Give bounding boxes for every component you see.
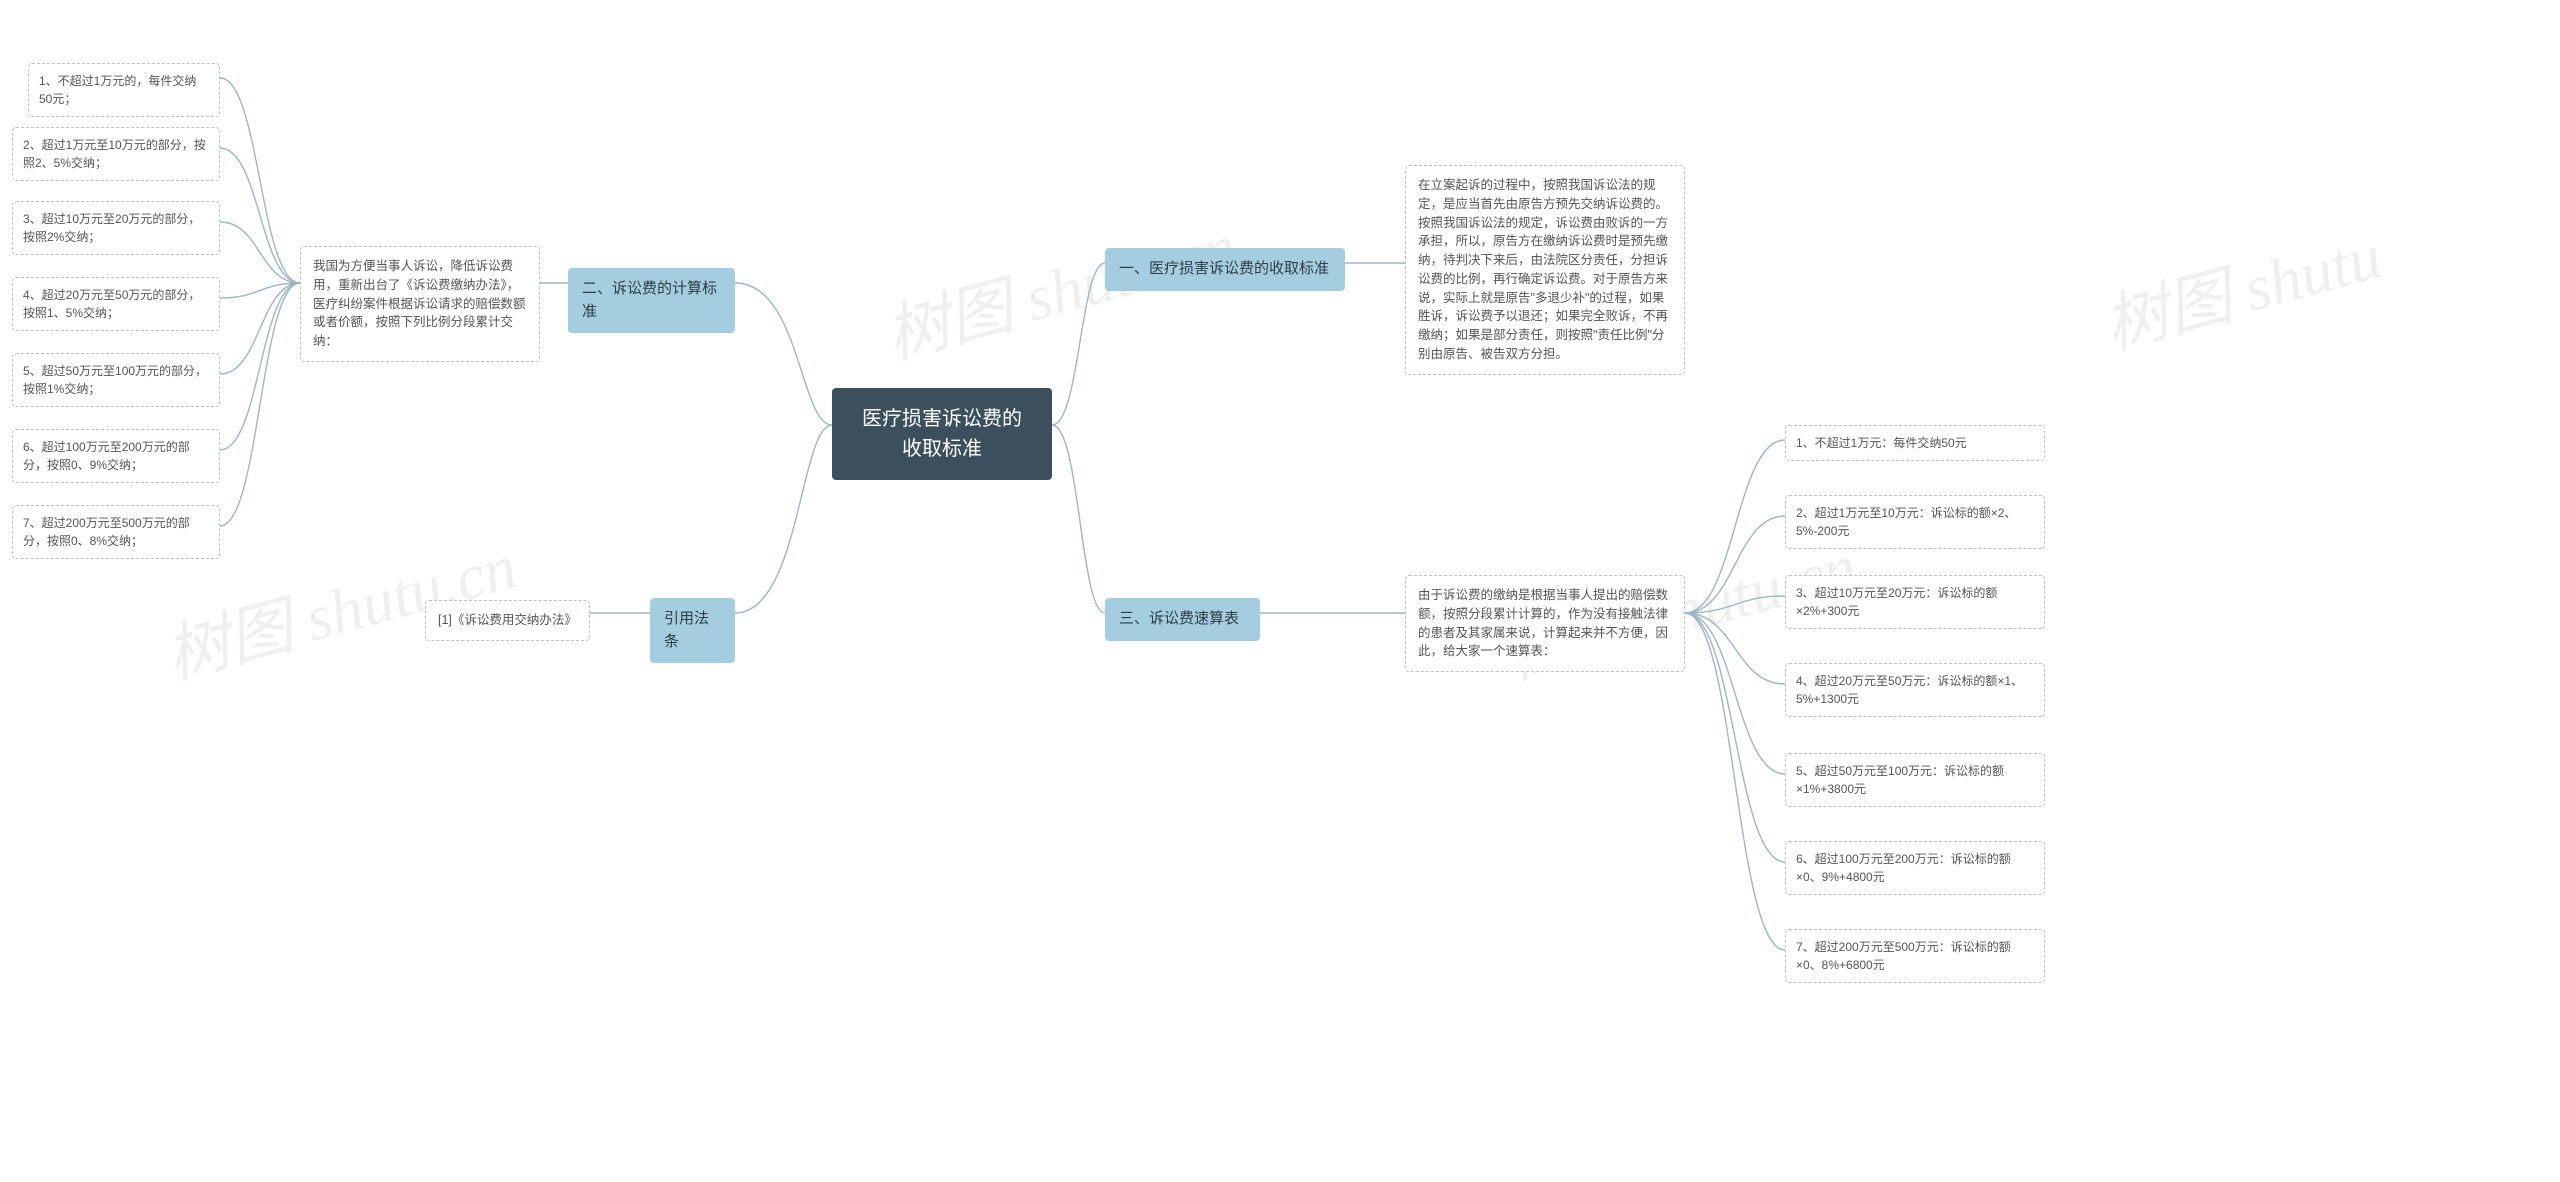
branch-3-leaf: 5、超过50万元至100万元：诉讼标的额×1%+3800元 [1785,753,2045,807]
center-title-node: 医疗损害诉讼费的收取标准 [832,388,1052,480]
branch-4-node: 引用法条 [650,598,735,663]
branch-4-detail: [1]《诉讼费用交纳办法》 [425,600,590,641]
branch-2-leaf: 7、超过200万元至500万元的部分，按照0、8%交纳； [12,505,220,559]
watermark: 树图 shutu [2093,205,2390,367]
branch-3-node: 三、诉讼费速算表 [1105,598,1260,641]
branch-2-node: 二、诉讼费的计算标准 [568,268,735,333]
branch-2-leaf: 2、超过1万元至10万元的部分，按照2、5%交纳； [12,127,220,181]
branch-2-leaf: 4、超过20万元至50万元的部分，按照1、5%交纳； [12,277,220,331]
connector-lines [0,0,2560,1182]
branch-3-detail: 由于诉讼费的缴纳是根据当事人提出的赔偿数额，按照分段累计计算的，作为没有接触法律… [1405,575,1685,672]
branch-3-leaf: 4、超过20万元至50万元：诉讼标的额×1、5%+1300元 [1785,663,2045,717]
branch-1-node: 一、医疗损害诉讼费的收取标准 [1105,248,1345,291]
branch-3-leaf: 6、超过100万元至200万元：诉讼标的额×0、9%+4800元 [1785,841,2045,895]
branch-3-leaf: 2、超过1万元至10万元：诉讼标的额×2、5%-200元 [1785,495,2045,549]
branch-2-detail: 我国为方便当事人诉讼，降低诉讼费用，重新出台了《诉讼费缴纳办法》，医疗纠纷案件根… [300,246,540,362]
branch-3-leaf: 3、超过10万元至20万元：诉讼标的额×2%+300元 [1785,575,2045,629]
branch-3-leaf: 1、不超过1万元：每件交纳50元 [1785,425,2045,461]
branch-1-detail: 在立案起诉的过程中，按照我国诉讼法的规定，是应当首先由原告方预先交纳诉讼费的。按… [1405,165,1685,375]
branch-3-leaf: 7、超过200万元至500万元：诉讼标的额×0、8%+6800元 [1785,929,2045,983]
branch-2-leaf: 6、超过100万元至200万元的部分，按照0、9%交纳； [12,429,220,483]
branch-2-leaf: 3、超过10万元至20万元的部分，按照2%交纳； [12,201,220,255]
branch-2-leaf: 1、不超过1万元的，每件交纳50元； [28,63,220,117]
branch-2-leaf: 5、超过50万元至100万元的部分，按照1%交纳； [12,353,220,407]
